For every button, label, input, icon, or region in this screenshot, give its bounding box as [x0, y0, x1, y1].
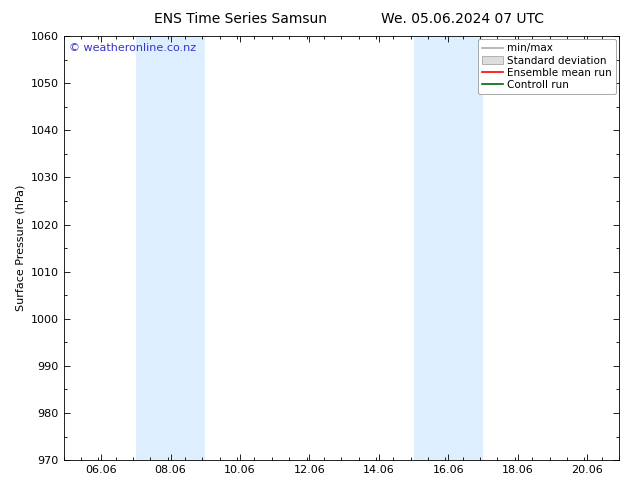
Bar [136, 36, 205, 460]
Text: ENS Time Series Samsun: ENS Time Series Samsun [155, 12, 327, 26]
Text: © weatheronline.co.nz: © weatheronline.co.nz [69, 43, 196, 52]
Legend: min/max, Standard deviation, Ensemble mean run, Controll run: min/max, Standard deviation, Ensemble me… [478, 39, 616, 94]
Text: We. 05.06.2024 07 UTC: We. 05.06.2024 07 UTC [381, 12, 545, 26]
Y-axis label: Surface Pressure (hPa): Surface Pressure (hPa) [15, 185, 25, 311]
Bar [413, 36, 483, 460]
